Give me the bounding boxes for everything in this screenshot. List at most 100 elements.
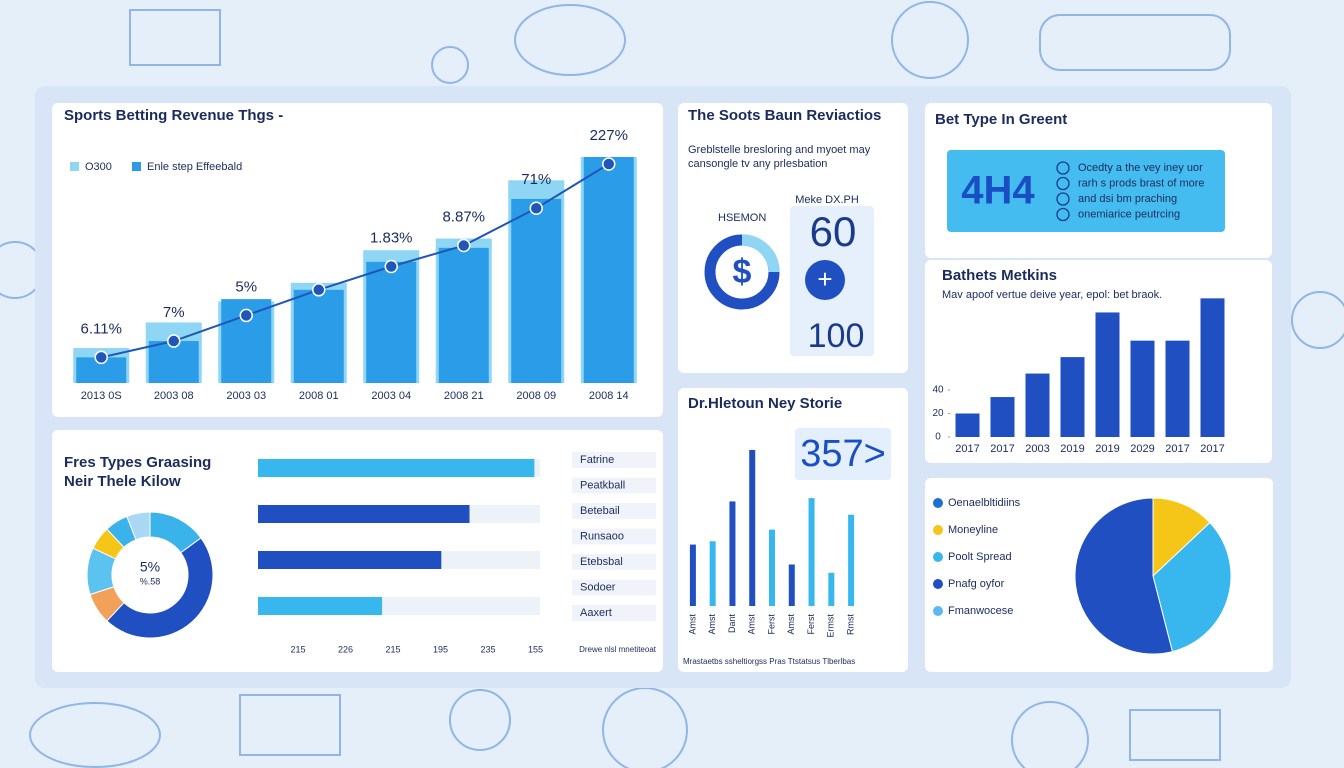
list-icon — [1056, 176, 1070, 191]
legend-label: Moneyline — [948, 524, 998, 536]
x-tick-label: 155 — [528, 644, 543, 654]
bar — [1130, 340, 1155, 437]
x-tick-label: Ferst — [766, 614, 776, 635]
list-item: rarh s prods brast of more — [1078, 177, 1205, 189]
bar — [258, 505, 470, 523]
bar — [258, 459, 535, 477]
annotation: 5% — [235, 278, 257, 295]
bar — [729, 501, 736, 606]
bar — [1060, 357, 1085, 437]
x-tick-label: Amst — [687, 614, 697, 635]
bar — [990, 397, 1015, 437]
x-tick-label: 2003 08 — [154, 390, 194, 402]
bar-label: Sodoer — [580, 581, 616, 593]
label-box — [572, 554, 656, 570]
dollar-icon: $ — [733, 253, 752, 291]
list-icon — [1056, 192, 1070, 206]
trend-dot — [384, 259, 398, 274]
panel-title: Bet Type In Greent — [935, 111, 1067, 128]
slice — [1152, 497, 1211, 578]
x-tick-label: 2029 — [1130, 443, 1154, 455]
bar — [1165, 340, 1190, 437]
bar — [769, 529, 775, 606]
legend-swatch — [933, 579, 943, 589]
bar-label: Etebsbal — [580, 556, 623, 568]
x-tick-label: 2017 — [1200, 443, 1224, 455]
bar — [258, 597, 383, 615]
slice — [1074, 497, 1174, 655]
legend-swatch — [933, 525, 943, 535]
trend-dot — [312, 283, 326, 297]
doodle — [449, 689, 511, 751]
trend-dot — [457, 238, 471, 253]
panel-text: cansongle tv any prlesbation — [688, 158, 827, 170]
bar — [366, 261, 417, 383]
highlight-box — [795, 428, 891, 480]
doodle — [1129, 709, 1221, 761]
legend-swatch — [70, 162, 79, 171]
card-value: + — [817, 264, 832, 294]
panel-title: The Soots Baun Reviactios — [688, 107, 881, 124]
donut-hole — [113, 538, 187, 612]
x-tick-label: 2017 — [1165, 443, 1189, 455]
x-tick-label: 2008 09 — [516, 390, 556, 402]
doodle — [602, 687, 688, 768]
label-box — [572, 503, 656, 519]
x-tick-label: 215 — [385, 644, 400, 654]
list-item: onemiarice peutrcing — [1078, 208, 1180, 220]
slice — [1152, 521, 1232, 653]
slice — [106, 537, 214, 639]
icon-label: HSEMON — [718, 212, 766, 224]
chart-title: Fres Types Graasing — [64, 454, 211, 471]
annotation: 1.83% — [370, 229, 413, 246]
bar — [709, 541, 716, 606]
center-label: %.58 — [140, 576, 161, 586]
x-tick-label: 2008 01 — [299, 390, 339, 402]
legend-label: O300 — [85, 161, 112, 173]
bar-label: Aaxert — [580, 607, 612, 619]
x-tick-label: 2013 0S — [81, 390, 122, 402]
x-tick-label: 2017 — [990, 443, 1014, 455]
chart-title: Sports Betting Revenue Thgs - — [64, 107, 283, 124]
x-tick-label: 235 — [480, 644, 495, 654]
dollar-ring-accent — [741, 234, 780, 273]
legend-label: Fmanwocese — [948, 605, 1013, 617]
x-tick-label: Amst — [747, 614, 757, 635]
card-value: 100 — [808, 317, 865, 355]
list-icon — [1056, 161, 1070, 175]
annotation: 227% — [590, 127, 628, 144]
bar — [808, 498, 815, 606]
bar — [1200, 298, 1225, 437]
x-tick-label: 2019 — [1095, 443, 1119, 455]
trend-dot — [167, 334, 181, 348]
x-tick-label: 2008 21 — [444, 390, 484, 402]
x-tick-label: 2003 04 — [371, 390, 411, 402]
bar — [689, 544, 696, 606]
x-tick-label: 2003 03 — [226, 390, 266, 402]
label-box — [572, 452, 656, 468]
legend-label: Poolt Spread — [948, 551, 1012, 563]
bar — [1095, 312, 1120, 437]
bar — [293, 289, 344, 383]
x-tick-label: 2019 — [1060, 443, 1084, 455]
annotation: 8.87% — [442, 208, 485, 225]
bar — [1025, 373, 1050, 437]
legend-label: Pnafg oyfor — [948, 578, 1005, 590]
doodle — [1011, 701, 1089, 768]
x-tick-label: Rmst — [845, 614, 855, 635]
trend-dot — [602, 157, 616, 171]
legend-swatch — [933, 606, 943, 616]
doodle — [1291, 291, 1344, 349]
annotation: 7% — [163, 304, 185, 321]
big-number: 4H4 — [961, 169, 1035, 213]
footnote: Drewe nlsl mnetiteoat — [579, 645, 657, 654]
bar — [511, 198, 562, 383]
bar — [955, 413, 980, 437]
bar — [148, 341, 199, 383]
bar — [583, 156, 634, 383]
card-title: Meke DX.PH — [795, 194, 859, 206]
bar — [848, 514, 855, 606]
big-number: 357> — [800, 433, 886, 475]
